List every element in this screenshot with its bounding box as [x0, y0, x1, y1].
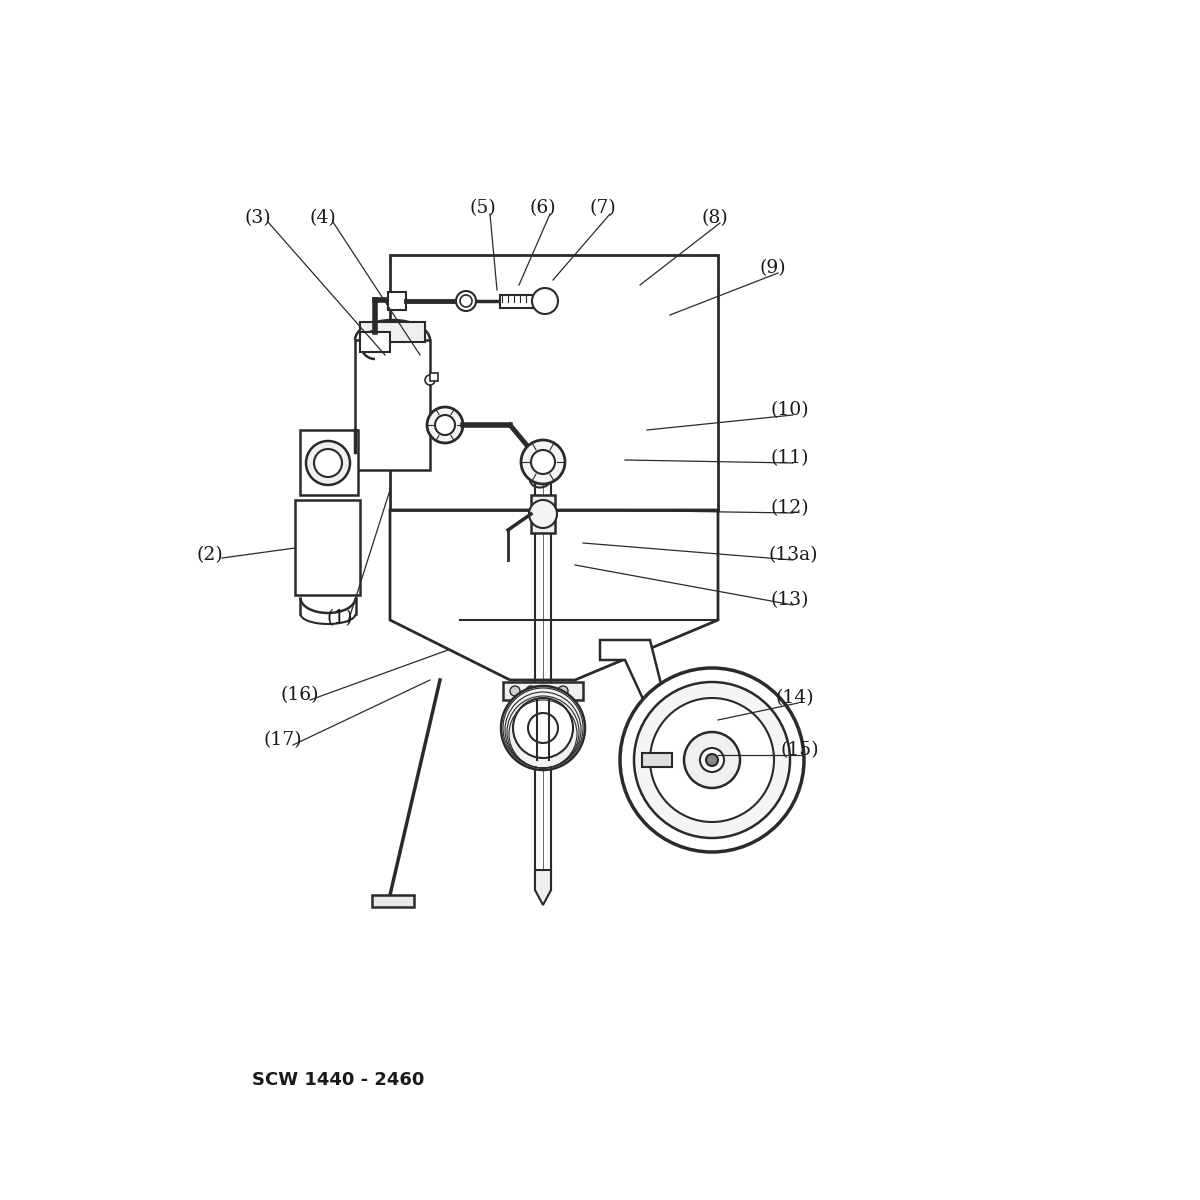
Circle shape: [529, 500, 557, 528]
Circle shape: [460, 295, 472, 307]
Circle shape: [510, 686, 520, 696]
Circle shape: [700, 748, 724, 772]
Text: (13a): (13a): [768, 546, 817, 564]
Circle shape: [427, 407, 463, 443]
Bar: [360, 322, 425, 342]
Bar: [530, 450, 550, 480]
Circle shape: [502, 686, 586, 770]
Text: (4): (4): [310, 209, 336, 227]
Bar: [503, 682, 583, 700]
Text: (3): (3): [245, 209, 271, 227]
Circle shape: [456, 290, 476, 311]
Text: (8): (8): [702, 209, 728, 227]
Text: (17): (17): [264, 731, 302, 749]
Bar: [430, 373, 438, 382]
Circle shape: [620, 668, 804, 852]
Circle shape: [306, 440, 350, 485]
Text: (16): (16): [281, 686, 319, 704]
Circle shape: [436, 415, 455, 434]
Text: (12): (12): [770, 499, 809, 517]
Text: (6): (6): [529, 199, 557, 217]
Circle shape: [532, 288, 558, 314]
Bar: [530, 494, 554, 533]
Circle shape: [542, 686, 553, 696]
Text: (5): (5): [469, 199, 497, 217]
Circle shape: [684, 732, 740, 788]
Circle shape: [521, 440, 565, 484]
Text: (7): (7): [589, 199, 617, 217]
Bar: [360, 332, 390, 352]
Circle shape: [314, 449, 342, 476]
Text: (1): (1): [326, 608, 353, 626]
Circle shape: [558, 686, 568, 696]
Circle shape: [528, 713, 558, 743]
Bar: [388, 292, 406, 310]
Polygon shape: [535, 870, 551, 905]
Text: (10): (10): [770, 401, 809, 419]
Circle shape: [650, 698, 774, 822]
Bar: [500, 295, 542, 308]
Polygon shape: [600, 640, 670, 760]
Bar: [390, 254, 718, 510]
Circle shape: [514, 698, 574, 758]
Circle shape: [634, 682, 790, 838]
Text: (11): (11): [770, 449, 809, 467]
Text: SCW 1440 - 2460: SCW 1440 - 2460: [252, 1070, 425, 1090]
Bar: [300, 430, 358, 494]
Text: (2): (2): [197, 546, 223, 564]
Bar: [372, 895, 414, 907]
Text: (14): (14): [775, 689, 815, 707]
Bar: [295, 500, 360, 595]
Bar: [642, 754, 672, 767]
Text: (9): (9): [760, 259, 786, 277]
Text: (13): (13): [770, 590, 809, 608]
Circle shape: [526, 686, 536, 696]
Circle shape: [530, 450, 554, 474]
Polygon shape: [390, 510, 718, 680]
Circle shape: [425, 374, 436, 385]
Text: (15): (15): [781, 740, 820, 758]
Circle shape: [706, 754, 718, 766]
Bar: [355, 340, 430, 470]
